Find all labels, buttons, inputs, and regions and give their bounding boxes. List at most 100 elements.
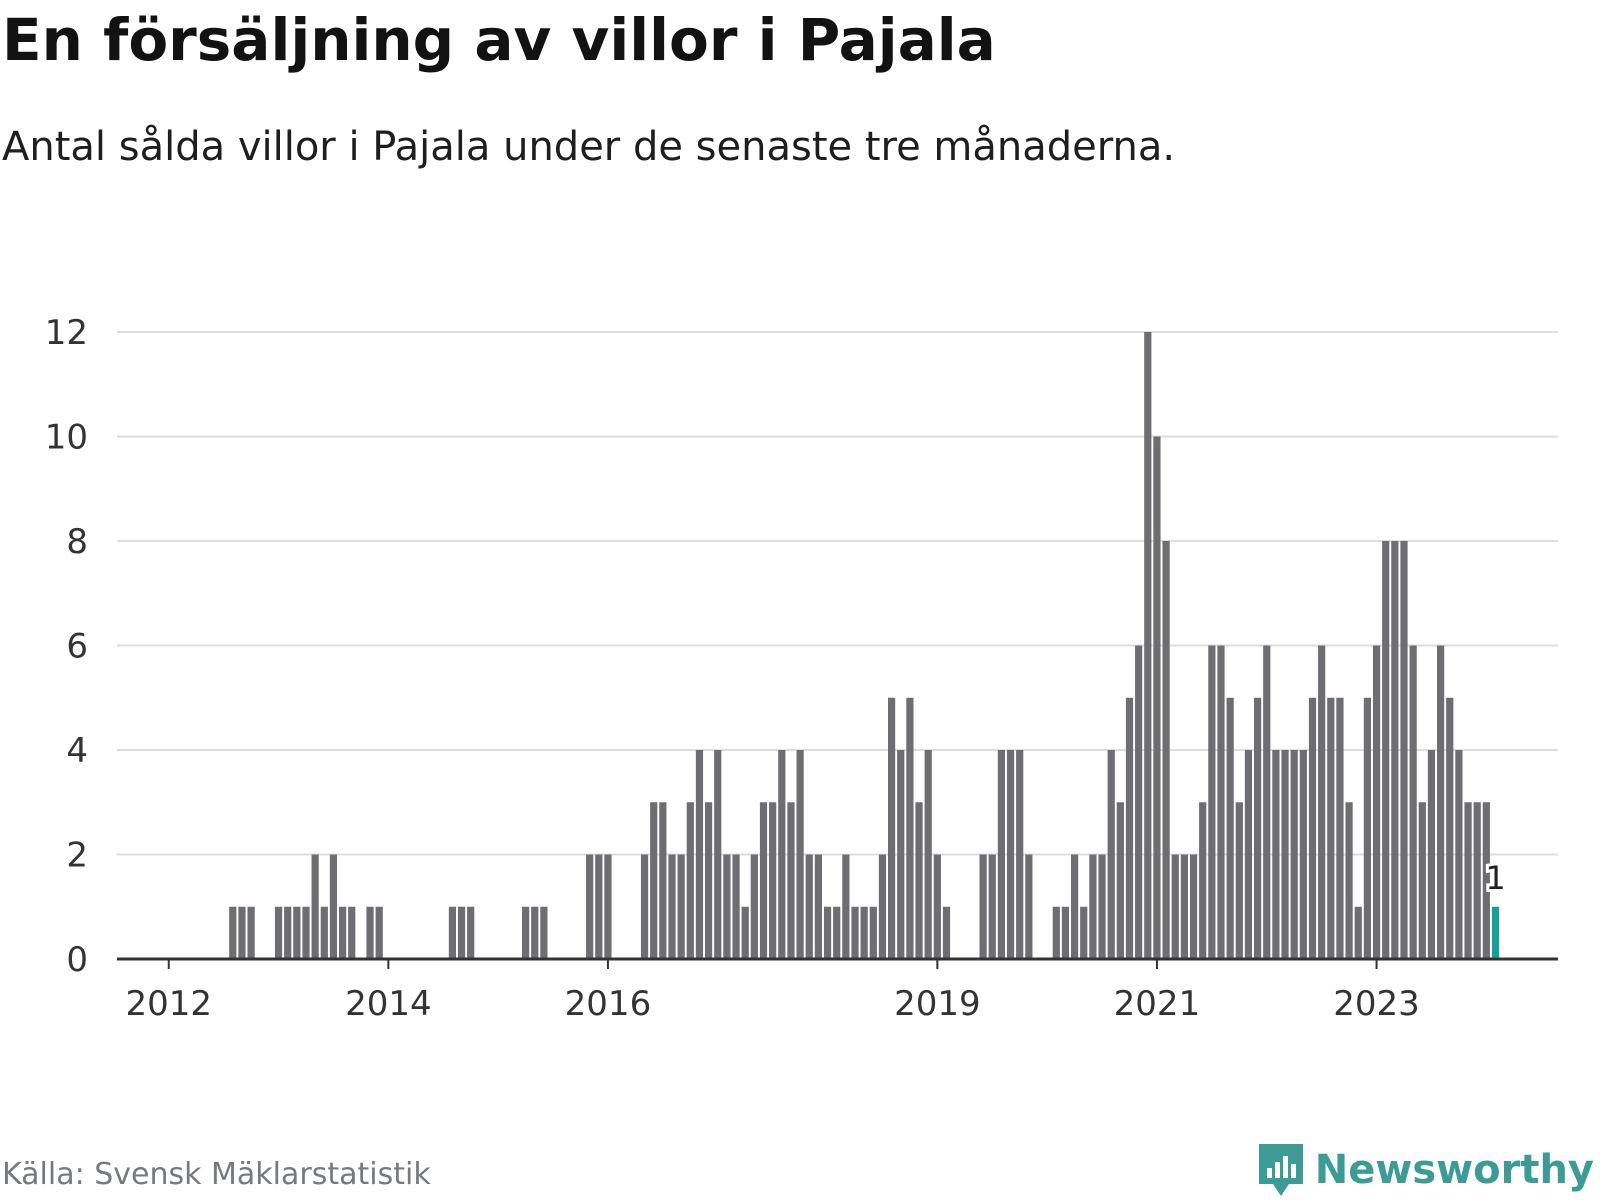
bar: [1263, 645, 1271, 959]
bar-chart: 0 2 4 6 8 10 12 2012 2014 2016 2019 2021 2023 1: [45, 313, 1558, 1024]
bar: [759, 802, 768, 959]
bar: [988, 854, 996, 959]
bar: [705, 802, 713, 959]
bar: [1116, 802, 1124, 959]
bar: [1144, 332, 1152, 959]
y-axis-ticks: 0 2 4 6 8 10 12: [45, 313, 88, 980]
y-tick-label: 0: [66, 940, 88, 980]
bar: [595, 854, 603, 959]
bar: [805, 854, 813, 959]
bar: [1125, 697, 1134, 959]
bar: [1391, 541, 1399, 959]
bar: [650, 802, 658, 959]
bar: [823, 906, 832, 959]
x-tick-label: 2019: [894, 984, 981, 1024]
bar: [732, 854, 740, 959]
bar: [457, 906, 466, 959]
bar: [1272, 750, 1280, 959]
bar: [604, 854, 612, 959]
brand-logo[interactable]: Newsworthy: [1255, 1140, 1594, 1200]
bar: [1473, 802, 1481, 959]
bar: [1336, 697, 1344, 959]
bar: [796, 750, 804, 959]
bar: [1437, 645, 1445, 959]
bar: [723, 854, 731, 959]
bar: [714, 750, 722, 959]
bar: [1107, 750, 1115, 959]
bar: [668, 854, 676, 959]
bar: [1061, 906, 1070, 959]
chart-title: En försäljning av villor i Pajala: [2, 6, 996, 74]
bar: [1482, 802, 1490, 959]
bar: [1418, 802, 1426, 959]
bar: [311, 854, 319, 959]
bar: [1308, 697, 1317, 959]
x-tick-label: 2014: [345, 984, 432, 1024]
bar: [1180, 854, 1188, 959]
bar: [842, 854, 850, 959]
bar: [348, 906, 356, 959]
bar: [979, 854, 987, 959]
y-tick-label: 12: [45, 313, 88, 353]
bar: [659, 802, 667, 959]
bar: [1025, 854, 1033, 959]
bar: [1006, 750, 1015, 959]
bar: [1427, 750, 1436, 959]
bar: [531, 906, 539, 959]
x-tick-label: 2012: [125, 984, 212, 1024]
bar: [522, 906, 530, 959]
bar: [833, 906, 841, 959]
bar: [448, 906, 456, 959]
bar: [1446, 697, 1454, 959]
bar: [1098, 854, 1106, 959]
bar: [640, 854, 649, 959]
bar: [238, 906, 246, 959]
source-note: Källa: Svensk Mäklarstatistik: [2, 1157, 431, 1192]
bar: [320, 906, 328, 959]
bar: [1162, 541, 1170, 959]
bar: [933, 854, 941, 959]
bar: [1281, 750, 1289, 959]
bar: [860, 906, 868, 959]
bar: [1400, 541, 1408, 959]
bar: [814, 854, 822, 959]
bar: [540, 906, 548, 959]
y-tick-label: 10: [45, 418, 88, 458]
bar: [366, 906, 374, 959]
bar: [1244, 750, 1253, 959]
bar: [1290, 750, 1298, 959]
bar: [750, 854, 758, 959]
bar: [686, 802, 694, 959]
bar: [741, 906, 749, 959]
bar: [1382, 541, 1390, 959]
bar: [769, 802, 777, 959]
bar: [677, 854, 685, 959]
bar: [586, 854, 594, 959]
bar: [906, 697, 914, 959]
bar: [302, 906, 310, 959]
bars: [229, 332, 1500, 959]
bar: [1299, 750, 1307, 959]
bar-highlight: [1491, 906, 1500, 959]
bar: [1464, 802, 1472, 959]
bar: [284, 906, 292, 959]
bar: [915, 802, 923, 959]
bar: [997, 750, 1005, 959]
bar: [229, 906, 237, 959]
bar: [869, 906, 877, 959]
y-tick-label: 2: [66, 836, 88, 876]
bar: [924, 750, 932, 959]
newsworthy-logo-icon: [1258, 1144, 1303, 1196]
bar: [1016, 750, 1024, 959]
bar: [778, 750, 786, 959]
bar: [1189, 854, 1198, 959]
bar: [851, 906, 859, 959]
bar: [942, 906, 951, 959]
brand-name: Newsworthy: [1314, 1147, 1594, 1193]
bar: [1345, 802, 1353, 959]
bar: [695, 750, 704, 959]
chart-subtitle: Antal sålda villor i Pajala under de sen…: [2, 124, 1176, 170]
bar: [1171, 854, 1179, 959]
bar: [274, 906, 283, 959]
bar: [1235, 802, 1243, 959]
